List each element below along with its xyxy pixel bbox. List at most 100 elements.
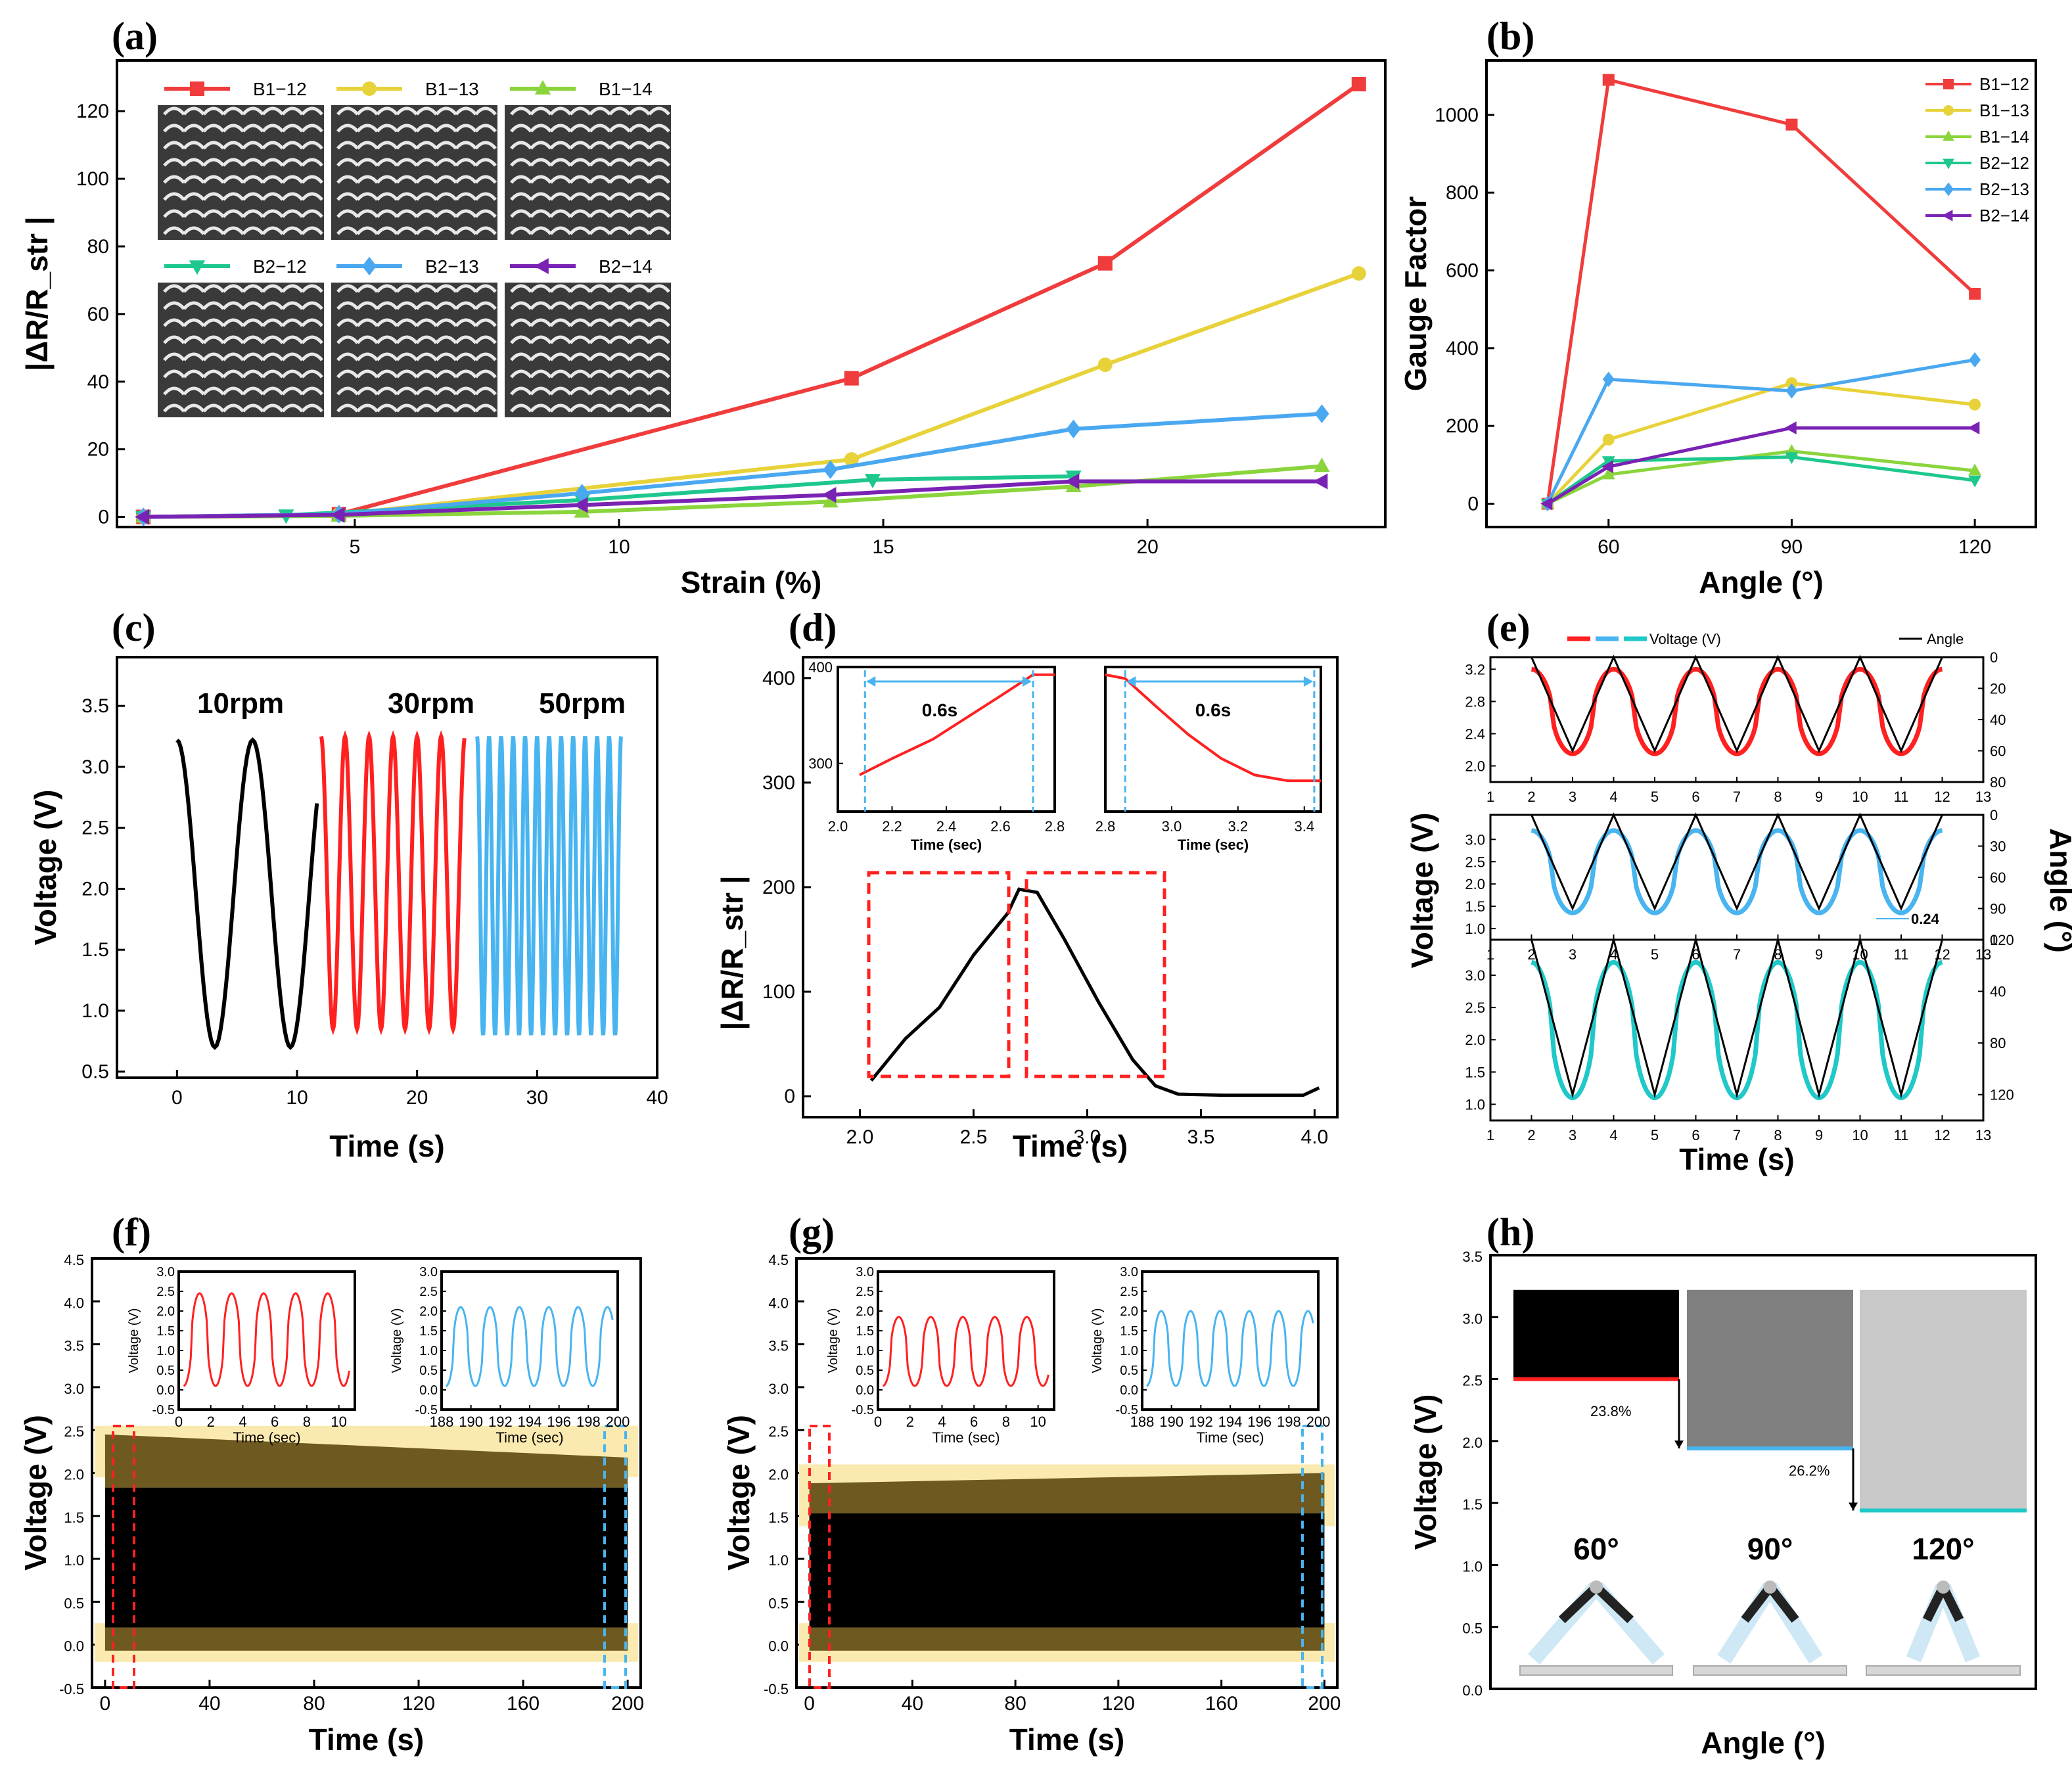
right-tick-label: 40 bbox=[1990, 984, 2006, 1000]
y-tick-label: 1.5 bbox=[156, 1324, 175, 1339]
fabric-loop bbox=[474, 175, 497, 184]
data-point bbox=[135, 509, 150, 525]
x-tick-label: 6 bbox=[271, 1414, 279, 1430]
x-tick-label: 120 bbox=[1102, 1693, 1135, 1715]
fabric-loop bbox=[435, 284, 457, 293]
right-tick-label: 60 bbox=[1990, 869, 2006, 886]
y-tick-label: 1.0 bbox=[1465, 921, 1485, 937]
fabric-loop bbox=[628, 318, 651, 327]
data-point bbox=[573, 497, 588, 513]
oscillation-fill bbox=[104, 1487, 628, 1628]
arrow-head bbox=[866, 676, 876, 687]
x-tick-label: 20 bbox=[1136, 536, 1158, 558]
y-tick-label: 2.5 bbox=[64, 1423, 84, 1440]
data-point bbox=[1968, 475, 1982, 488]
fabric-loop bbox=[435, 226, 457, 235]
fabric-loop bbox=[301, 192, 323, 201]
fabric-loop bbox=[202, 124, 225, 133]
x-tick-label: 30 bbox=[526, 1087, 548, 1109]
y-tick-label: 200 bbox=[762, 877, 795, 898]
inset-y-label: Voltage (V) bbox=[390, 1308, 404, 1373]
data-point bbox=[1066, 419, 1081, 439]
fabric-loop bbox=[376, 124, 398, 133]
y-tick-label: 600 bbox=[1446, 260, 1479, 282]
y-tick-label: 2.0 bbox=[64, 1467, 84, 1483]
x-tick-label: 188 bbox=[430, 1414, 454, 1430]
fabric-loop bbox=[648, 369, 670, 379]
fabric-loop bbox=[376, 301, 398, 310]
legend-label: B1−13 bbox=[1979, 101, 2029, 120]
x-tick-label: 13 bbox=[1975, 789, 1991, 805]
fabric-loop bbox=[202, 369, 225, 379]
inset-frame bbox=[440, 1270, 619, 1411]
fabric-loop bbox=[510, 141, 532, 150]
x-tick-label: 192 bbox=[488, 1414, 513, 1430]
y-axis-label: |ΔR/R_str | bbox=[20, 216, 54, 371]
x-axis-label: Angle (°) bbox=[1701, 1726, 1826, 1760]
duration-label: 0.6s bbox=[1195, 700, 1232, 720]
y-tick-label: 1.0 bbox=[1120, 1344, 1138, 1358]
fabric-loop bbox=[648, 209, 670, 218]
fabric-loop bbox=[628, 403, 651, 413]
fabric-loop bbox=[396, 158, 418, 167]
fabric-loop bbox=[415, 124, 438, 133]
fabric-loop bbox=[163, 335, 185, 344]
fabric-photo bbox=[158, 283, 324, 417]
fabric-loop bbox=[628, 386, 651, 396]
fabric-loop bbox=[281, 226, 304, 235]
fabric-loop bbox=[510, 209, 532, 218]
y-tick-label: 3.0 bbox=[64, 1381, 84, 1397]
fabric-loop bbox=[262, 175, 284, 184]
y-tick-label: 2.5 bbox=[1120, 1285, 1138, 1299]
fabric-loop bbox=[183, 226, 205, 235]
fabric-loop bbox=[183, 106, 205, 116]
fabric-loop bbox=[435, 369, 457, 379]
x-tick-label: 2.5 bbox=[960, 1126, 988, 1148]
fabric-loop bbox=[222, 284, 244, 293]
fabric-loop bbox=[396, 192, 418, 201]
fabric-loop bbox=[281, 335, 304, 344]
fabric-loop bbox=[609, 226, 631, 235]
fabric-loop bbox=[549, 141, 572, 150]
data-point bbox=[330, 507, 345, 523]
fabric-loop bbox=[202, 335, 225, 344]
fabric-loop bbox=[549, 175, 572, 184]
data-point bbox=[1602, 371, 1615, 387]
fabric-loop bbox=[609, 386, 631, 396]
y-tick-label: 0.5 bbox=[419, 1364, 438, 1378]
fabric-loop bbox=[242, 106, 264, 116]
fabric-loop bbox=[376, 192, 398, 201]
fabric-loop bbox=[415, 192, 438, 201]
y-tick-label: 2.0 bbox=[1120, 1304, 1138, 1319]
x-axis-label: Time (s) bbox=[309, 1722, 425, 1757]
fabric-loop bbox=[301, 226, 323, 235]
fabric-loop bbox=[530, 175, 552, 184]
fabric-loop bbox=[222, 335, 244, 344]
y-axis-label: Voltage (V) bbox=[1405, 813, 1439, 969]
y-tick-label: 4.0 bbox=[768, 1295, 789, 1311]
fabric-loop bbox=[242, 369, 264, 379]
fabric-loop bbox=[336, 403, 359, 413]
fabric-loop bbox=[376, 352, 398, 361]
fabric-loop bbox=[589, 141, 611, 150]
x-tick-label: 5 bbox=[1651, 789, 1659, 805]
fabric-loop bbox=[163, 141, 185, 150]
inset-frame bbox=[1104, 666, 1322, 813]
y-tick-label: 3.0 bbox=[768, 1381, 789, 1397]
fabric-loop bbox=[415, 386, 438, 396]
y-axis-label: |ΔR/R_str | bbox=[715, 875, 749, 1030]
oscillation-fill bbox=[809, 1513, 1325, 1628]
fabric-loop bbox=[510, 284, 532, 293]
fabric-loop bbox=[589, 192, 611, 201]
y-axis-label: Voltage (V) bbox=[18, 1415, 53, 1571]
fabric-loop bbox=[435, 158, 457, 167]
inset-curve bbox=[1105, 673, 1321, 783]
y-tick-label: 3.0 bbox=[1465, 967, 1485, 984]
inset-y-label: Voltage (V) bbox=[127, 1308, 141, 1373]
fabric-loop bbox=[356, 141, 379, 150]
panel-label: (c) bbox=[112, 606, 156, 649]
fabric-loop bbox=[589, 403, 611, 413]
fabric-loop bbox=[301, 403, 323, 413]
fabric-loop bbox=[202, 386, 225, 396]
inset-trace bbox=[183, 1292, 350, 1387]
